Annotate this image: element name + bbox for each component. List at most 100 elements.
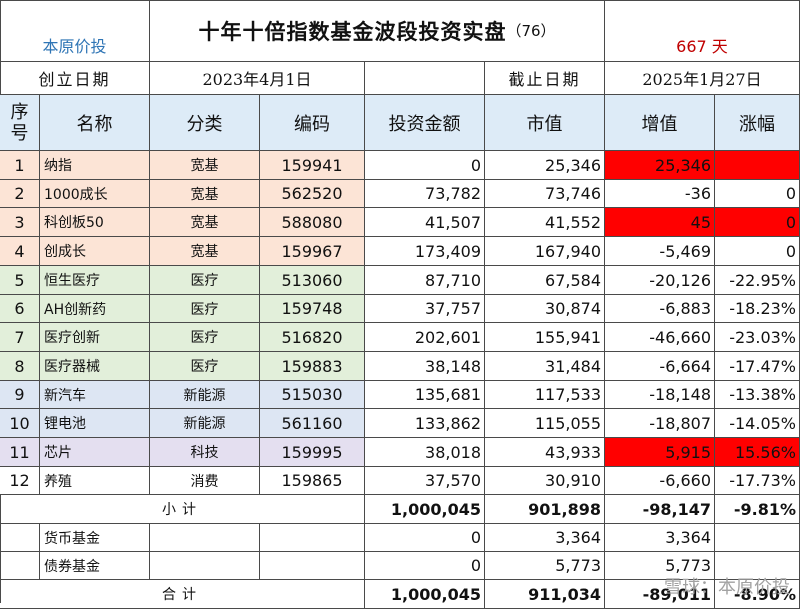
row-market: 25,346	[485, 151, 605, 180]
row-name: 货币基金	[40, 524, 150, 552]
row-category: 科技	[150, 438, 260, 467]
row-code: 159941	[260, 151, 365, 180]
row-category: 消费	[150, 467, 260, 495]
row-market: 5,773	[485, 552, 605, 580]
row-invest: 37,570	[365, 467, 485, 495]
author-name: 本原价投	[42, 36, 107, 56]
row-no: 1	[0, 151, 40, 180]
row-category: 宽基	[150, 151, 260, 180]
row-market: 43,933	[485, 438, 605, 467]
row-invest: 173,409	[365, 237, 485, 266]
blank-cell	[365, 62, 485, 95]
issue-number: （76）	[506, 22, 556, 40]
row-no: 9	[0, 381, 40, 409]
row-gain: 5,773	[605, 552, 715, 580]
blank-cell	[0, 524, 40, 552]
col-header-no: 序号	[0, 95, 40, 151]
row-invest: 135,681	[365, 381, 485, 409]
end-date-value: 2025年1月27日	[605, 62, 800, 95]
row-invest: 0	[365, 552, 485, 580]
row-gain: -6,664	[605, 352, 715, 381]
row-category: 医疗	[150, 295, 260, 323]
days-cell: 667 天	[605, 0, 800, 62]
end-date-label: 截止日期	[485, 62, 605, 95]
blank-cell	[150, 552, 260, 580]
row-code: 515030	[260, 381, 365, 409]
row-pct: 0	[715, 208, 800, 237]
row-code: 159995	[260, 438, 365, 467]
row-gain: -20,126	[605, 266, 715, 295]
col-header-pct: 涨幅	[715, 95, 800, 151]
row-gain: 5,915	[605, 438, 715, 467]
total-pct: -8.90%	[715, 580, 800, 609]
row-code: 588080	[260, 208, 365, 237]
row-category: 新能源	[150, 381, 260, 409]
row-pct: -17.47%	[715, 352, 800, 381]
row-code: 159865	[260, 467, 365, 495]
row-name: 纳指	[40, 151, 150, 180]
subtotal-pct: -9.81%	[715, 495, 800, 524]
row-code: 159883	[260, 352, 365, 381]
row-no: 7	[0, 323, 40, 352]
start-date-label: 创立日期	[0, 62, 150, 95]
row-no: 3	[0, 208, 40, 237]
row-gain: 25,346	[605, 151, 715, 180]
row-invest: 41,507	[365, 208, 485, 237]
row-market: 30,874	[485, 295, 605, 323]
row-pct	[715, 552, 800, 580]
row-gain: -6,660	[605, 467, 715, 495]
author-cell: 本原价投	[0, 0, 150, 62]
row-no: 10	[0, 409, 40, 438]
row-no: 8	[0, 352, 40, 381]
row-code: 561160	[260, 409, 365, 438]
row-name: 恒生医疗	[40, 266, 150, 295]
blank-cell	[0, 552, 40, 580]
row-name: AH创新药	[40, 295, 150, 323]
row-gain: -18,807	[605, 409, 715, 438]
row-pct	[715, 151, 800, 180]
col-header-gain: 增值	[605, 95, 715, 151]
page-title: 十年十倍指数基金波段投资实盘	[198, 19, 507, 44]
row-category: 新能源	[150, 409, 260, 438]
row-market: 31,484	[485, 352, 605, 381]
row-invest: 87,710	[365, 266, 485, 295]
row-name: 创成长	[40, 237, 150, 266]
row-code: 159967	[260, 237, 365, 266]
row-invest: 133,862	[365, 409, 485, 438]
row-invest: 0	[365, 524, 485, 552]
row-gain: -5,469	[605, 237, 715, 266]
row-gain: 3,364	[605, 524, 715, 552]
col-header-code: 编码	[260, 95, 365, 151]
col-header-invest: 投资金额	[365, 95, 485, 151]
row-no: 6	[0, 295, 40, 323]
row-invest: 37,757	[365, 295, 485, 323]
col-header-category: 分类	[150, 95, 260, 151]
row-category: 宽基	[150, 237, 260, 266]
row-market: 30,910	[485, 467, 605, 495]
total-market: 911,034	[485, 580, 605, 609]
row-market: 117,533	[485, 381, 605, 409]
total-gain: -89,011	[605, 580, 715, 609]
col-header-name: 名称	[40, 95, 150, 151]
row-market: 67,584	[485, 266, 605, 295]
row-name: 科创板50	[40, 208, 150, 237]
row-gain: -18,148	[605, 381, 715, 409]
row-name: 养殖	[40, 467, 150, 495]
subtotal-gain: -98,147	[605, 495, 715, 524]
row-no: 4	[0, 237, 40, 266]
row-name: 1000成长	[40, 180, 150, 208]
row-category: 宽基	[150, 180, 260, 208]
row-pct: -18.23%	[715, 295, 800, 323]
row-pct: 0	[715, 237, 800, 266]
row-no: 11	[0, 438, 40, 467]
row-name: 锂电池	[40, 409, 150, 438]
row-pct: 0	[715, 180, 800, 208]
row-name: 医疗创新	[40, 323, 150, 352]
row-invest: 202,601	[365, 323, 485, 352]
row-invest: 38,018	[365, 438, 485, 467]
row-category: 宽基	[150, 208, 260, 237]
row-pct: -17.73%	[715, 467, 800, 495]
row-gain: -46,660	[605, 323, 715, 352]
blank-cell	[260, 552, 365, 580]
col-header-no-text: 序号	[10, 101, 29, 144]
